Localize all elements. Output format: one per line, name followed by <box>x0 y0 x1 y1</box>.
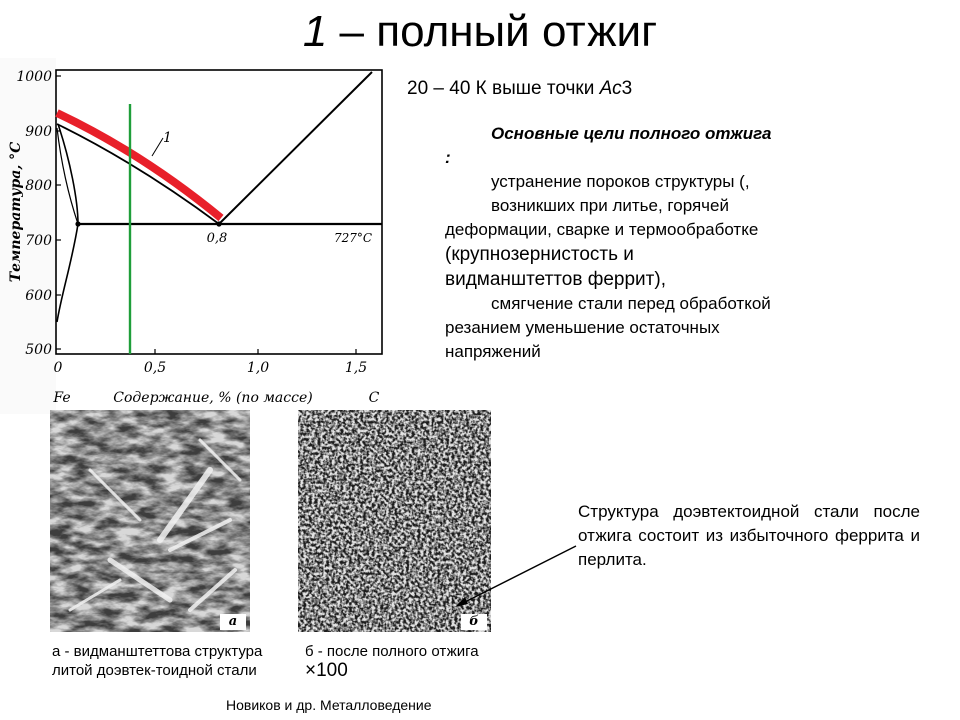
curve-label-leader <box>151 137 164 157</box>
goals-line-2: возникших при литье, горячей <box>491 196 729 215</box>
y-tick-500: 500 <box>25 342 52 358</box>
point-p <box>75 221 81 227</box>
caption-micrograph-a: а - видманштеттова структура литой доэвт… <box>52 643 263 679</box>
micrograph-annealed: б <box>298 410 491 632</box>
y-tick-700: 700 <box>25 233 52 249</box>
curve-label: 1 <box>163 130 172 146</box>
x-right-label: С <box>369 390 380 406</box>
goals-line-4: (крупнозернистость и <box>445 244 634 265</box>
goals-line-8: напряжений <box>445 342 541 361</box>
goals-line-1: устранение пороков структуры (, <box>491 172 750 191</box>
solvus-curve <box>56 223 79 323</box>
micrograph-b-label: б <box>461 614 487 630</box>
phase-diagram: 1000 900 800 700 600 500 0 0,5 1,0 1,5 F… <box>0 58 383 414</box>
annealing-goals: Основные цели полного отжига : устранени… <box>445 122 855 364</box>
y-tick-900: 900 <box>25 124 52 140</box>
temperature-subtitle: 20 – 40 К выше точки Ас3 <box>407 78 633 99</box>
x-tick-1-0: 1,0 <box>247 360 269 376</box>
x-axis-label: Содержание, % (по массе) <box>113 390 312 406</box>
point-s <box>216 221 222 227</box>
micrograph-widmanstatten: а <box>50 410 250 632</box>
y-tick-600: 600 <box>25 288 52 304</box>
x-tick-0: 0 <box>54 360 63 376</box>
page-title: 1 – полный отжиг <box>0 4 960 60</box>
full-anneal-band <box>55 109 224 222</box>
goals-heading: Основные цели полного отжига <box>491 124 772 143</box>
goals-line-6: смягчение стали перед обработкой <box>491 294 771 313</box>
x-tick-marks <box>154 349 357 354</box>
title-text: – полный отжиг <box>339 7 658 56</box>
point-symbol: Ас <box>599 78 622 99</box>
x-tick-0-5: 0,5 <box>144 360 166 376</box>
goals-line-7: резанием уменьшение остаточных <box>445 318 720 337</box>
x-tick-1-5: 1,5 <box>345 360 367 376</box>
title-number: 1 <box>302 7 328 56</box>
alpha-boundary <box>56 127 79 225</box>
source-citation: Новиков и др. Металловедение <box>226 697 432 713</box>
goals-line-5: видманштеттов феррит), <box>445 269 666 290</box>
x-left-label: Fe <box>52 390 70 406</box>
magnification: ×100 <box>305 660 348 681</box>
caption-micrograph-b: б - после полного отжига ×100 <box>305 643 479 681</box>
y-tick-1000: 1000 <box>16 69 52 85</box>
structure-note: Структура доэвтектоидной стали после отж… <box>578 502 920 569</box>
eutectoid-label: 0,8 <box>207 231 228 246</box>
goals-colon: : <box>445 148 451 167</box>
y-tick-800: 800 <box>25 178 52 194</box>
isotherm-label: 727°C <box>334 231 372 245</box>
y-axis-label: Температура, °С <box>8 142 24 283</box>
micrograph-a-label: а <box>220 614 246 630</box>
acm-line <box>218 71 373 225</box>
a3-lower-curve <box>57 123 79 225</box>
a3-line <box>56 123 220 225</box>
goals-line-3: деформации, сварке и термообработке <box>445 220 759 239</box>
